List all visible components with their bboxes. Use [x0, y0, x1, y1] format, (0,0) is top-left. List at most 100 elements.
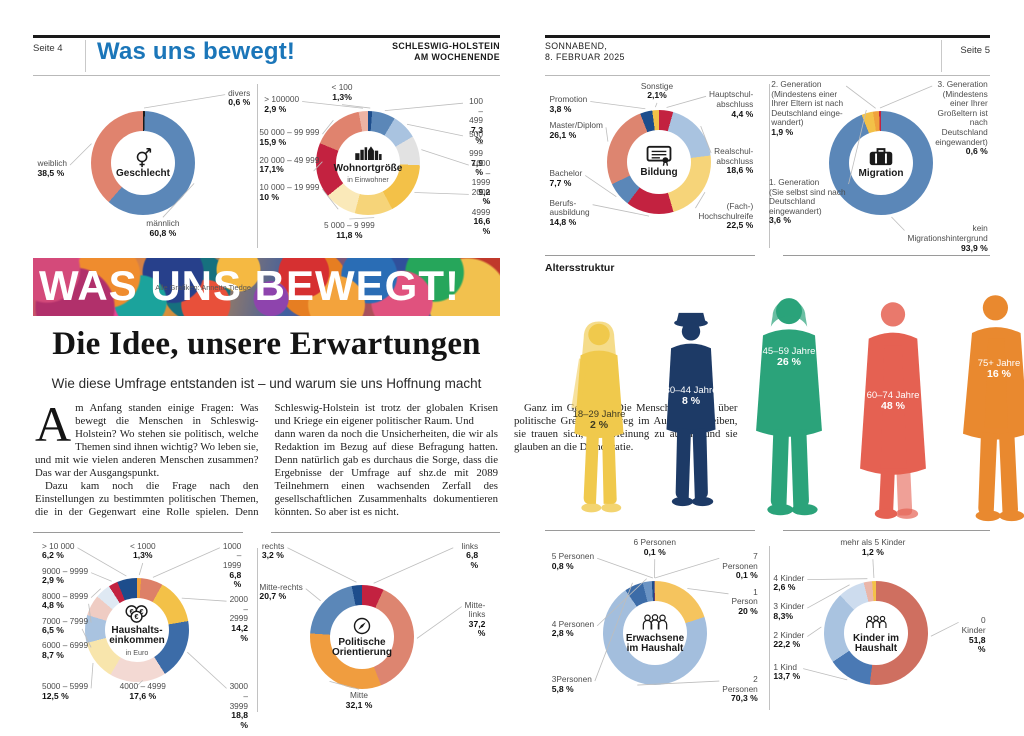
header-rule: [33, 75, 500, 76]
politische-orientierung-center: Politische Orientierung: [330, 605, 394, 669]
chart-row-top-left: Geschlecht Alle Grafiken: Annette Tiedge…: [33, 80, 500, 292]
chart-row-bottom-left: € € € Haushalts- einkommen in Euro < 100…: [33, 540, 500, 730]
chart-label: 2. Generation (Mindestens einer Ihrer El…: [771, 79, 844, 137]
wohnortgroesse-center: Wohnortgröße in Einwohner: [334, 131, 402, 195]
chart-center-title: Politische Orientierung: [331, 636, 392, 658]
masthead: SCHLESWIG-HOLSTEIN AM WOCHENENDE: [392, 41, 500, 63]
graphics-credit: Alle Grafiken: Annette Tiedge: [155, 283, 251, 292]
chart-migration: Migration kein Migrationshintergrund 93,9…: [769, 79, 990, 252]
chart-label: 1 Kind 13,7 %: [773, 661, 801, 682]
chart-label: Master/Diplom 26,1 %: [549, 120, 603, 140]
chart-label: 10 000 – 19 999 10 %: [259, 182, 320, 202]
politische-orientierung-donut: Politische Orientierung: [310, 585, 414, 689]
age-value: 2 %: [589, 418, 609, 431]
chart-bildung: Bildung Hauptschul- abschluss 4,4 % Realsc…: [545, 80, 769, 252]
article-paragraph: dann waren da noch die Unsicherheiten, d…: [274, 428, 499, 518]
svg-text:€: €: [130, 606, 134, 615]
dateline-line2: 8. FEBRUAR 2025: [545, 52, 625, 62]
chart-label: Bachelor 7,7 %: [549, 168, 583, 189]
chart-label: Promotion 3,8 %: [549, 94, 588, 115]
masthead-line1: SCHLESWIG-HOLSTEIN: [392, 41, 500, 51]
chart-label: 6 Personen 0,1 %: [633, 537, 676, 557]
chart-label: 20 000 – 49 999 17,1%: [259, 154, 320, 175]
chart-label: 4 Personen 2,8 %: [551, 618, 595, 639]
banner-title: WAS UNS BEWEGT!: [39, 262, 460, 309]
article-paragraph: Dazu kam noch die Frage nach den Einstel…: [35, 402, 498, 518]
campaign-banner: WAS UNS BEWEGT!: [33, 258, 500, 316]
chart-label: 7000 – 7999 6,5 %: [41, 615, 89, 636]
age-value: 8 %: [681, 395, 701, 408]
chart-label: 0 Kinder 51,8 %: [961, 615, 986, 655]
migration-donut: Migration: [829, 111, 933, 215]
certificate-icon: [646, 145, 672, 166]
chart-center-sub: in Einwohner: [347, 175, 389, 185]
erwachsene-center: Erwachsene im Haushalt: [623, 601, 687, 665]
chart-erwachsene-im-haushalt: Erwachsene im Haushalt 1 Person 20 % 2 Per…: [545, 537, 769, 716]
chart-center-title: Haushalts- einkommen: [109, 624, 165, 646]
header-divider: [941, 40, 942, 72]
bildung-donut: Bildung: [607, 110, 711, 214]
section-rule: [545, 530, 755, 531]
chart-center-title: Migration: [858, 167, 904, 179]
panel-divider: [257, 84, 258, 248]
chart-label: 8000 – 8999 4,8 %: [41, 590, 89, 611]
age-value: 26 %: [777, 355, 801, 368]
age-category: 60–74 Jahre: [866, 389, 920, 401]
header-rule: [545, 75, 990, 76]
chart-label: Hauptschul- abschluss 4,4 %: [709, 89, 754, 119]
chart-label: Mitte 32,1 %: [345, 690, 373, 710]
age-value: 48 %: [881, 399, 905, 412]
svg-text:€: €: [140, 606, 144, 615]
age-category: 18–29 Jahre: [572, 408, 626, 420]
chart-wohnortgroesse: Wohnortgröße in Einwohner < 100 1,3% 100 –…: [257, 80, 500, 252]
age-section-title: Altersstruktur: [545, 262, 615, 274]
chart-label: 6000 – 6999 8,7 %: [41, 640, 89, 661]
age-figure-75-plus: 75+ Jahre 16 %: [945, 288, 1024, 522]
chart-label: 2000 – 2999 14,2 %: [229, 594, 249, 643]
age-label: 45–59 Jahre 26 %: [737, 346, 841, 368]
chart-politische-orientierung: Politische Orientierung links 6,8 % Mitte-…: [257, 540, 500, 718]
erwachsene-donut: Erwachsene im Haushalt: [603, 581, 707, 685]
chart-geschlecht: Geschlecht Alle Grafiken: Annette Tiedge…: [33, 80, 257, 292]
header-divider: [85, 40, 86, 72]
chart-label: 1. Generation (Sie selbst sind nach Deut…: [769, 177, 846, 226]
geschlecht-center: Geschlecht: [111, 131, 175, 195]
panel-divider: [257, 548, 258, 712]
age-label: 75+ Jahre 16 %: [945, 358, 1024, 380]
page-4: Seite 4 Was uns bewegt! SCHLESWIG-HOLSTE…: [33, 30, 738, 730]
chart-label: weiblich 38,5 %: [37, 158, 67, 178]
top-rule: [545, 35, 990, 38]
compass-icon: [352, 616, 372, 636]
svg-text:€: €: [135, 612, 139, 621]
chart-label: 4 Kinder 2,6 %: [773, 572, 805, 593]
people-icon: [640, 612, 670, 632]
section-rule: [545, 255, 755, 256]
chart-center-title: Bildung: [640, 166, 678, 178]
age-category: 30–44 Jahre: [664, 385, 718, 397]
chart-label: 2 Personen 70,3 %: [722, 674, 758, 704]
chart-label: 4000 – 4999 17,6 %: [119, 681, 166, 701]
chart-label: 3000 – 3999 18,8 %: [229, 681, 249, 730]
chart-row-bottom-right: Erwachsene im Haushalt 1 Person 20 % 2 Per…: [545, 537, 990, 716]
chart-label: Sonstige 2,1%: [640, 80, 674, 101]
chart-label: Mitte-rechts 20,7 %: [259, 581, 303, 602]
chart-label: links 6,8 %: [461, 540, 479, 570]
chart-label: 3Personen 5,8 %: [551, 674, 592, 694]
age-category: 75+ Jahre: [977, 358, 1021, 370]
article-headline: Die Idee, unsere Erwartungen: [52, 326, 481, 362]
dateline: SONNABEND, 8. FEBRUAR 2025: [545, 41, 625, 63]
kinder-donut: Kinder im Haushalt: [824, 581, 928, 685]
chart-label: divers 0,6 %: [228, 87, 251, 108]
age-figure-45-59: 45–59 Jahre 26 %: [737, 284, 841, 522]
suitcase-icon: [868, 147, 894, 167]
chart-label: 5 Personen 0,8 %: [551, 551, 595, 571]
wohnortgroesse-donut: Wohnortgröße in Einwohner: [316, 111, 420, 215]
age-value: 16 %: [987, 368, 1011, 381]
age-label: 60–74 Jahre 48 %: [841, 390, 945, 412]
chart-label: < 100 1,3%: [331, 82, 353, 103]
dateline-line1: SONNABEND,: [545, 41, 608, 51]
chart-label: 5 000 – 9 999 11,8 %: [323, 220, 375, 240]
